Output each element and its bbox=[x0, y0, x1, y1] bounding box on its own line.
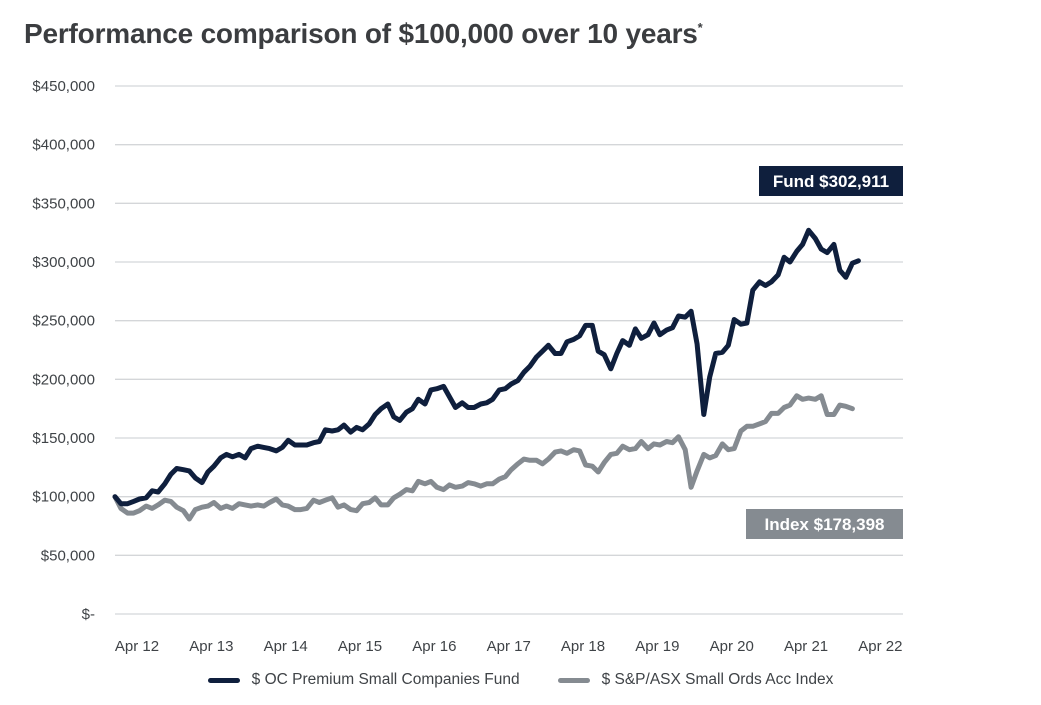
legend-item-fund: $ OC Premium Small Companies Fund bbox=[207, 671, 520, 689]
x-tick-label: Apr 17 bbox=[487, 638, 531, 655]
x-tick-label: Apr 12 bbox=[115, 638, 159, 655]
x-tick-label: Apr 16 bbox=[412, 638, 456, 655]
x-tick-label: Apr 13 bbox=[189, 638, 233, 655]
y-tick-label: $300,000 bbox=[32, 254, 95, 271]
y-tick-label: $100,000 bbox=[32, 489, 95, 506]
x-tick-label: Apr 15 bbox=[338, 638, 382, 655]
y-tick-label: $200,000 bbox=[32, 371, 95, 388]
index-callout-label: Index $178,398 bbox=[764, 515, 884, 534]
legend-label: $ S&P/ASX Small Ords Acc Index bbox=[601, 671, 834, 688]
x-tick-label: Apr 22 bbox=[858, 638, 902, 655]
x-tick-label: Apr 18 bbox=[561, 638, 605, 655]
x-tick-label: Apr 19 bbox=[635, 638, 679, 655]
fund-callout: Fund $302,911 bbox=[759, 166, 903, 196]
fund-series-line bbox=[112, 227, 861, 507]
gridlines bbox=[115, 85, 903, 615]
fund-callout-label: Fund $302,911 bbox=[773, 172, 889, 191]
index-callout-box bbox=[746, 509, 903, 539]
legend-label: $ OC Premium Small Companies Fund bbox=[251, 671, 520, 688]
y-tick-label: $350,000 bbox=[32, 195, 95, 212]
index-callout: Index $178,398 bbox=[746, 509, 903, 539]
x-tick-label: Apr 21 bbox=[784, 638, 828, 655]
x-axis-ticks: Apr 12 Apr 13 Apr 14 Apr 15 Apr 16 Apr 17 Apr … bbox=[115, 638, 903, 655]
y-tick-label: $250,000 bbox=[32, 313, 95, 330]
title-footnote-marker: * bbox=[697, 20, 703, 35]
y-tick-label: $- bbox=[82, 606, 95, 623]
y-tick-label: $150,000 bbox=[32, 430, 95, 447]
x-tick-label: Apr 20 bbox=[710, 638, 754, 655]
y-tick-label: $400,000 bbox=[32, 137, 95, 154]
chart-title-text: Performance comparison of $100,000 over … bbox=[24, 18, 698, 49]
x-tick-label: Apr 14 bbox=[264, 638, 308, 655]
chart-title: Performance comparison of $100,000 over … bbox=[24, 18, 703, 50]
y-axis-ticks: $450,000 $400,000 $350,000 $300,000 $250,000… bbox=[32, 78, 95, 623]
index-series-line bbox=[112, 393, 855, 522]
legend-swatch bbox=[557, 677, 590, 683]
series-lines bbox=[112, 227, 861, 522]
series-callouts: Fund $302,911 Index $178,398 bbox=[746, 166, 903, 539]
fund-callout-box bbox=[759, 166, 903, 196]
legend: $ OC Premium Small Companies Fund $ S&P/A… bbox=[0, 671, 1041, 689]
y-tick-label: $50,000 bbox=[41, 547, 95, 564]
y-tick-label: $450,000 bbox=[32, 78, 95, 95]
legend-swatch bbox=[207, 677, 240, 683]
legend-item-index: $ S&P/ASX Small Ords Acc Index bbox=[557, 671, 834, 689]
